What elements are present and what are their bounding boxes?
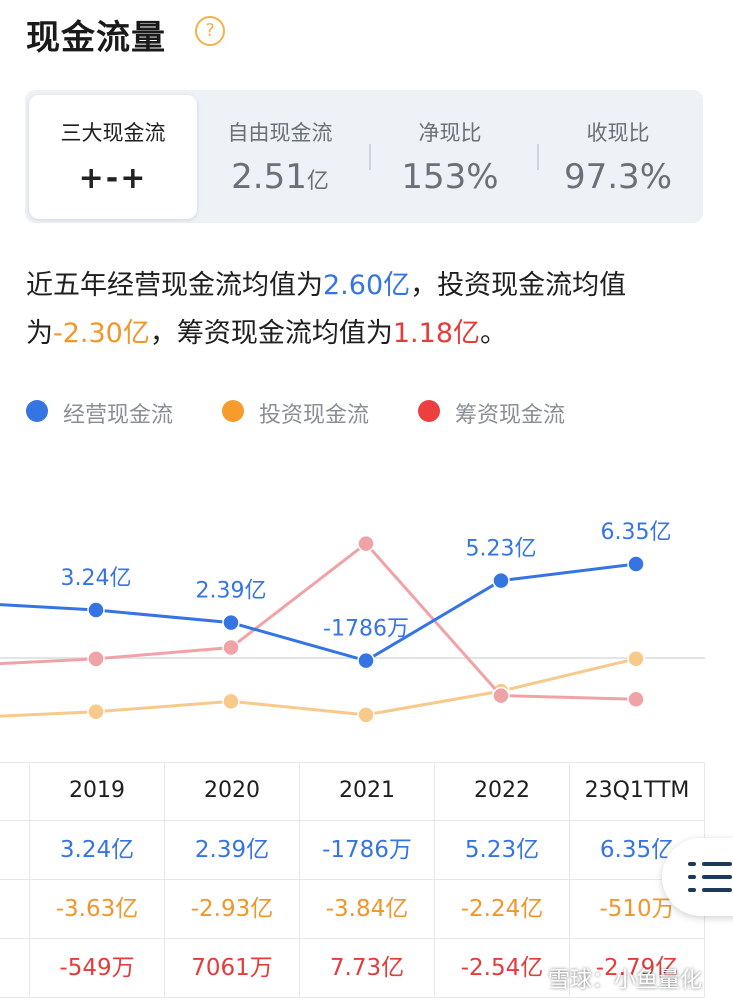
table-stub-cell [0,821,30,880]
tab-label: 三大现金流 [60,121,166,145]
legend-operating[interactable]: 经营现金流 [26,397,206,428]
data-label: -1786万 [323,617,409,642]
table-cell: -3.63亿 [30,880,165,939]
table-cell: -549万 [30,939,165,998]
data-label: 2.39亿 [196,579,267,604]
table-header-cell: 23Q1TTM [570,762,705,821]
metric-free-cashflow[interactable]: 自由现金流 2.51亿 [205,95,355,219]
tab-value: +-+ [78,161,148,196]
data-point[interactable] [357,651,375,670]
table-header-cell: 2019 [30,762,165,821]
data-point[interactable] [357,534,375,553]
metric-value: 2.51亿 [231,157,329,197]
legend-dot-icon [418,400,440,422]
metric-collection-ratio[interactable]: 收现比 97.3% [543,95,693,219]
table-header-cell: 2021 [300,762,435,821]
divider [537,144,539,170]
metric-value: 97.3% [563,157,672,197]
data-point[interactable] [492,686,510,705]
summary-text: 近五年经营现金流均值为2.60亿，投资现金流均值为-2.30亿，筹资现金流均值为… [26,270,627,349]
table-cell: -3.84亿 [300,880,435,939]
series-operating [0,555,645,670]
data-label: 3.24亿 [61,566,132,591]
data-point[interactable] [222,638,240,657]
summary-financing-avg: 1.18亿 [392,318,480,349]
table-cell: 3.24亿 [30,821,165,880]
metric-value: 153% [401,157,499,197]
series-line [0,562,637,663]
summary-investing-avg: -2.30亿 [53,318,150,349]
table-cell: -2.54亿 [435,939,570,998]
table-top-border [0,762,705,763]
legend-label: 筹资现金流 [455,403,566,428]
table-cell: 7061万 [165,939,300,998]
table-cell: -2.24亿 [435,880,570,939]
table-cell: -2.93亿 [165,880,300,939]
table-cell: -1786万 [300,821,435,880]
page-title: 现金流量 [26,18,166,58]
series-line [0,657,637,718]
table-cell: 7.73亿 [300,939,435,998]
watermark: 雪球：小鱼量化 [548,968,703,993]
table-stub-cell [0,939,30,998]
table-cell: 5.23亿 [435,821,570,880]
legend-financing[interactable]: 筹资现金流 [418,397,598,428]
metrics-panel: 三大现金流 +-+ 自由现金流 2.51亿 净现比 153% 收现比 97.3% [25,90,703,223]
series-line [0,541,637,701]
metric-label: 自由现金流 [227,121,333,145]
table-header-cell: 2022 [435,762,570,821]
legend-label: 投资现金流 [259,403,370,428]
table-stub-cell [0,880,30,939]
divider [369,144,371,170]
metric-cash-ratio[interactable]: 净现比 153% [375,95,525,219]
data-point[interactable] [87,702,105,721]
legend-dot-icon [26,400,48,422]
data-point[interactable] [627,690,645,709]
data-point[interactable] [492,571,510,590]
data-point[interactable] [87,650,105,668]
data-point[interactable] [222,613,240,632]
table-header-cell: 2020 [165,762,300,821]
metric-label: 净现比 [418,121,482,145]
data-label: 5.23亿 [466,537,537,562]
legend-label: 经营现金流 [63,403,174,428]
table-cell: 6.35亿 [570,821,705,880]
data-point[interactable] [357,706,375,724]
data-point[interactable] [627,650,645,668]
legend-dot-icon [222,400,244,422]
data-point[interactable] [87,601,105,619]
table-cell: 2.39亿 [165,821,300,880]
data-label: 6.35亿 [601,520,672,545]
help-icon[interactable]: ? [195,16,225,46]
tab-three-cashflows[interactable]: 三大现金流 +-+ [29,95,197,219]
data-point[interactable] [627,555,645,573]
cashflow-line-chart: 3.24亿 2.39亿 -1786万 5.23亿 6.35亿 [0,520,705,724]
menu-fab[interactable] [662,838,733,916]
table-stub-cell [0,762,30,821]
series-financing [0,534,645,709]
metric-label: 收现比 [586,121,650,145]
table-cell: -2.79亿 [570,939,705,998]
data-point[interactable] [222,692,240,711]
summary-operating-avg: 2.60亿 [323,270,411,301]
legend-investing[interactable]: 投资现金流 [222,397,402,428]
